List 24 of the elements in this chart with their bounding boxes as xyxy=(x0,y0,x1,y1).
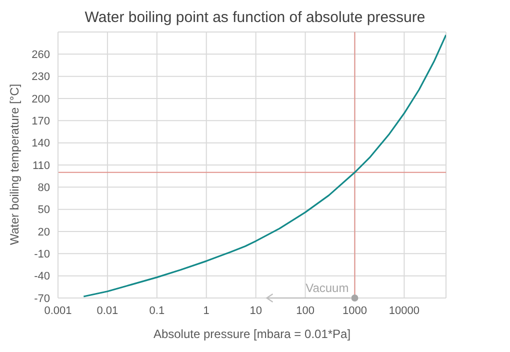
y-tick-label: 200 xyxy=(32,93,50,106)
y-tick-label: 140 xyxy=(32,138,50,150)
y-tick-label: -40 xyxy=(34,270,50,283)
x-axis-title: Absolute pressure [mbara = 0.01*Pa] xyxy=(153,327,351,341)
x-tick-label: 1000 xyxy=(342,304,367,317)
y-tick-label: 260 xyxy=(32,49,50,62)
x-tick-label: 100 xyxy=(296,304,314,317)
annotation: Vacuum xyxy=(306,281,349,295)
y-tick-label: 230 xyxy=(32,71,50,84)
chart-title: Water boiling point as function of absolute pressure xyxy=(84,8,426,28)
y-tick-label: -70 xyxy=(34,292,50,305)
y-axis-title: Water boiling temperature [°C] xyxy=(7,84,22,245)
x-tick-label: 0.001 xyxy=(44,304,72,317)
x-tick-label: 1 xyxy=(203,304,210,317)
x-tick-label: 0.1 xyxy=(149,304,165,317)
y-tick-label: 110 xyxy=(32,160,50,172)
y-tick-label: 170 xyxy=(32,116,50,128)
y-tick-label: -10 xyxy=(34,248,50,261)
x-tick-label: 10000 xyxy=(388,304,420,317)
y-tick-label: 50 xyxy=(38,204,50,216)
y-tick-label: 80 xyxy=(38,182,50,194)
y-tick-label: 20 xyxy=(38,226,50,238)
x-tick-label: 10 xyxy=(250,304,262,317)
x-tick-label: 0.01 xyxy=(96,304,118,317)
